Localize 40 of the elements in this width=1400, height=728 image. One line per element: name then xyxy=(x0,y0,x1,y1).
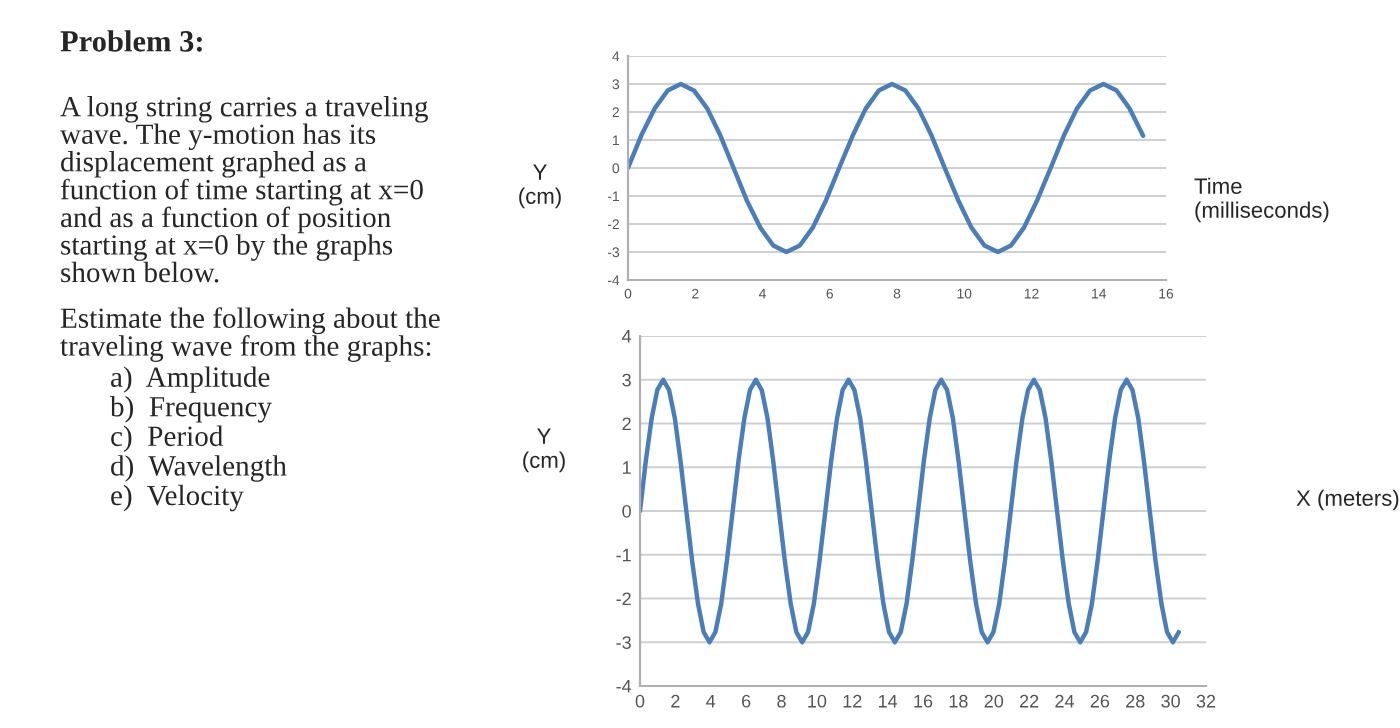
x-tick-label: 8 xyxy=(777,694,786,708)
y-tick-label: 4 xyxy=(622,330,632,343)
text: b) Frequency xyxy=(110,396,272,423)
x-tick-label: 10 xyxy=(808,694,827,708)
text: A long string carries a traveling wave. The y-motion has its displacement graphed as a function of time starting at x=0 and as a function of position starting at x=0 by the graphs shown below. xyxy=(60,96,428,283)
line-series xyxy=(628,81,1146,255)
text: Estimate the following about the traveling wave from the graphs: xyxy=(60,307,440,362)
y-tick-label: 2 xyxy=(622,417,631,431)
y-tick-label: 1 xyxy=(623,461,631,474)
y-tick-label: 3 xyxy=(622,373,631,387)
x-tick-label: 20 xyxy=(984,694,1004,708)
text: c) Period xyxy=(111,425,224,453)
y-axis-title: Y (cm) xyxy=(523,428,565,473)
x-tick-label: 6 xyxy=(742,694,751,708)
x-tick-label: 12 xyxy=(843,694,862,708)
text: d) Wavelength xyxy=(111,455,287,482)
x-tick-label: 14 xyxy=(878,695,898,708)
text: Problem 3: xyxy=(60,30,202,52)
x-tick-label: 32 xyxy=(1196,694,1216,708)
y-tick-label: -2 xyxy=(616,592,631,606)
x-tick-label: 22 xyxy=(1019,694,1039,708)
x-tick-label: 30 xyxy=(1161,694,1180,708)
text: e) Velocity xyxy=(111,484,244,512)
text: a) Amplitude xyxy=(111,366,270,393)
x-tick-label: 28 xyxy=(1126,694,1145,708)
x-tick-label: 24 xyxy=(1055,694,1075,708)
x-tick-label: 0 xyxy=(635,694,645,708)
y-tick-label: -4 xyxy=(616,680,632,693)
x-axis-title: X (meters) xyxy=(1296,489,1399,511)
line-series xyxy=(640,377,1181,645)
y-tick-label: -3 xyxy=(616,636,631,649)
y-tick-label: 0 xyxy=(622,504,631,518)
x-tick-label: 26 xyxy=(1090,694,1110,708)
x-tick-label: 2 xyxy=(671,694,680,708)
y-axis-title: Y (cm) xyxy=(519,164,561,209)
x-axis-title: Time (milliseconds) xyxy=(1194,177,1329,223)
x-tick-label: 16 xyxy=(914,694,933,708)
x-tick-label: 4 xyxy=(706,695,716,708)
x-tick-label: 18 xyxy=(949,694,968,708)
y-tick-label: -1 xyxy=(616,548,631,562)
